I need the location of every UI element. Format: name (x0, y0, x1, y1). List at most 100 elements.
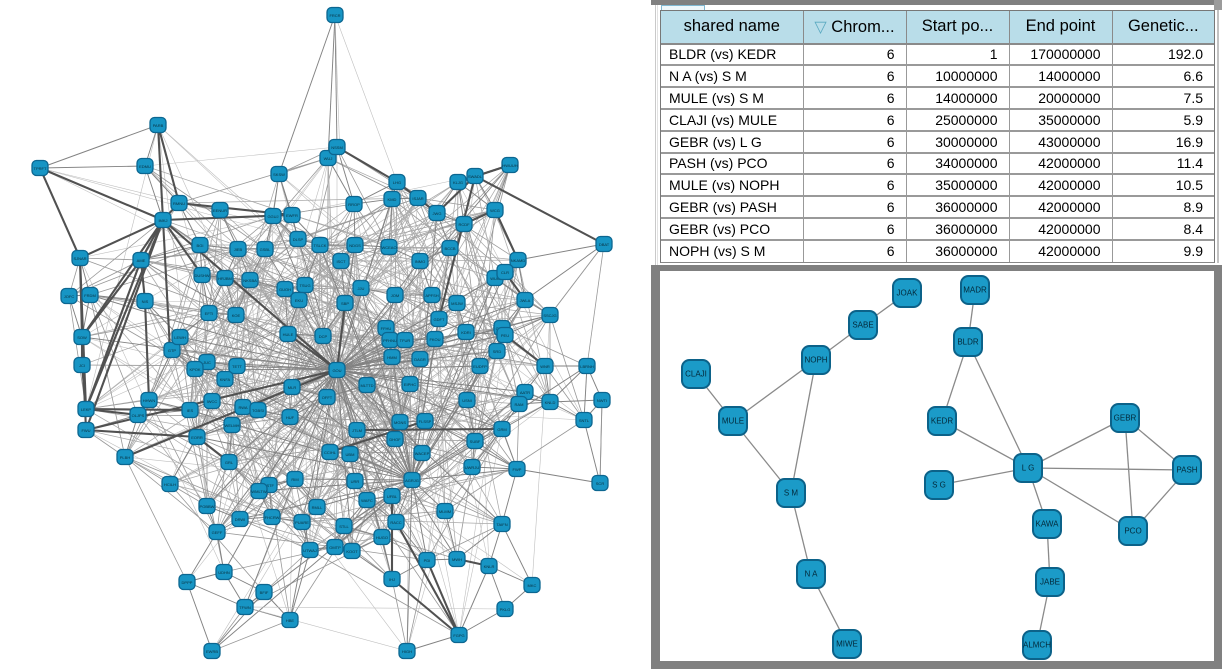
svg-text:AME: AME (137, 258, 146, 263)
svg-text:MWH: MWH (452, 557, 462, 562)
svg-text:SOW: SOW (77, 335, 87, 340)
svg-text:APFSH: APFSH (425, 293, 438, 298)
svg-text:EUDFP: EUDFP (473, 364, 487, 369)
svg-text:FFHU: FFHU (381, 326, 392, 331)
svg-text:WMLTW: WMLTW (251, 489, 266, 494)
svg-text:DAGR: DAGR (414, 357, 426, 362)
svg-text:DLSP: DLSP (293, 237, 304, 242)
svg-text:CCIHL: CCIHL (324, 450, 337, 455)
svg-text:DHOF: DHOF (389, 437, 401, 442)
svg-text:WCEAO: WCEAO (381, 245, 396, 250)
svg-text:GGUJ: GGUJ (267, 214, 278, 219)
svg-text:PDI: PDI (424, 558, 431, 563)
svg-text:RAM: RAM (515, 402, 524, 407)
svg-text:KNLR: KNLR (484, 564, 495, 569)
svg-text:GRL: GRL (225, 460, 234, 465)
svg-text:PARB: PARB (153, 123, 164, 128)
svg-text:INMO: INMO (415, 259, 425, 264)
svg-text:L G: L G (1022, 464, 1035, 473)
svg-text:LEKP: LEKP (81, 407, 92, 412)
svg-text:WACEP: WACEP (415, 451, 430, 456)
svg-text:MULE: MULE (722, 417, 744, 426)
svg-text:SNTL: SNTL (579, 418, 590, 423)
svg-text:PLBH: PLBH (120, 455, 131, 460)
svg-text:TETT: TETT (232, 364, 243, 369)
svg-text:JOM: JOM (391, 293, 399, 298)
svg-text:AATR: AATR (520, 390, 530, 395)
svg-text:PKLG: PKLG (500, 607, 511, 612)
svg-text:EDMU: EDMU (139, 164, 151, 169)
svg-text:S M: S M (784, 489, 799, 498)
svg-text:JOFC: JOFC (64, 294, 75, 299)
svg-text:PUARE: PUARE (295, 520, 309, 525)
svg-text:SBP: SBP (341, 301, 349, 306)
svg-text:RMNU: RMNU (173, 201, 185, 206)
svg-text:NWTI: NWTI (597, 398, 607, 403)
svg-text:RMLL: RMLL (312, 505, 323, 510)
svg-text:TGBSI: TGBSI (252, 408, 264, 413)
svg-text:HULE: HULE (283, 332, 294, 337)
svg-text:HRJBM: HRJBM (218, 276, 232, 281)
svg-text:SWADL: SWADL (468, 174, 483, 179)
svg-text:IHJ: IHJ (389, 577, 395, 582)
svg-text:TSLCK: TSLCK (314, 243, 327, 248)
svg-text:MGNS: MGNS (394, 420, 406, 425)
svg-text:HCILH: HCILH (164, 482, 176, 487)
svg-text:RROP: RROP (348, 202, 360, 207)
svg-text:KOOT: KOOT (346, 549, 358, 554)
svg-text:RCDF: RCDF (458, 222, 470, 227)
svg-text:FWP: FWP (513, 467, 522, 472)
svg-text:DBAT: DBAT (599, 242, 610, 247)
svg-text:MIWE: MIWE (836, 640, 858, 649)
svg-text:N A: N A (805, 570, 819, 579)
svg-text:WNR: WNR (540, 364, 550, 369)
svg-text:TSUG: TSUG (299, 283, 310, 288)
svg-text:JJU: JJU (358, 286, 365, 291)
svg-text:HUGO: HUGO (376, 535, 388, 540)
svg-text:IES: IES (187, 408, 194, 413)
svg-text:RIM: RIM (291, 477, 298, 482)
svg-text:NOPH: NOPH (804, 356, 827, 365)
svg-text:GEFF: GEFF (212, 530, 223, 535)
svg-text:HBE: HBE (286, 618, 295, 623)
svg-text:TSTF: TSTF (264, 483, 275, 488)
svg-text:SCR: SCR (596, 481, 605, 486)
svg-text:OFFT: OFFT (322, 395, 333, 400)
svg-text:GTP: GTP (168, 348, 177, 353)
svg-text:KEDR: KEDR (931, 417, 953, 426)
svg-text:UFBL: UFBL (387, 494, 398, 499)
svg-text:ISJAR: ISJAR (412, 196, 423, 201)
svg-text:RACC: RACC (390, 520, 401, 525)
svg-text:NKAMD: NKAMD (511, 258, 526, 263)
svg-text:HWUUH: HWUUH (502, 163, 517, 168)
svg-text:CLAJI: CLAJI (685, 370, 707, 379)
svg-text:WUC: WUC (490, 276, 500, 281)
svg-text:OLJPS: OLJPS (132, 413, 145, 418)
svg-text:FKOU: FKOU (429, 337, 440, 342)
svg-text:SSCJG: SSCJG (543, 313, 556, 318)
svg-text:FGPG: FGPG (453, 633, 464, 638)
svg-text:MKC: MKC (528, 583, 537, 588)
svg-text:SUBF: SUBF (470, 439, 481, 444)
svg-text:EFTI: EFTI (205, 311, 214, 316)
svg-text:JUC: JUC (203, 360, 211, 365)
svg-text:GOU: GOU (332, 368, 341, 373)
svg-text:ALMCH: ALMCH (1023, 641, 1051, 650)
svg-text:JIEB: JIEB (234, 247, 243, 252)
svg-text:UWRJU: UWRJU (465, 465, 480, 470)
svg-text:EWFR: EWFR (286, 213, 298, 218)
svg-text:JABE: JABE (1040, 578, 1060, 587)
svg-text:TPRFT: TPRFT (34, 166, 47, 171)
svg-text:KLJG: KLJG (453, 180, 463, 185)
svg-text:WELMH: WELMH (225, 423, 240, 428)
svg-text:EIPHC: EIPHC (404, 382, 416, 387)
svg-text:LBRNH: LBRNH (580, 364, 594, 369)
svg-text:HHWN: HHWN (143, 398, 156, 403)
svg-text:URR: URR (351, 479, 360, 484)
svg-text:WAFC: WAFC (361, 498, 373, 503)
svg-text:TFWN: TFWN (239, 605, 251, 610)
svg-text:IMKJ: IMKJ (158, 218, 167, 223)
svg-text:TFUR: TFUR (400, 338, 411, 343)
svg-text:PASH: PASH (1176, 466, 1197, 475)
svg-text:CLR: CLR (501, 270, 509, 275)
